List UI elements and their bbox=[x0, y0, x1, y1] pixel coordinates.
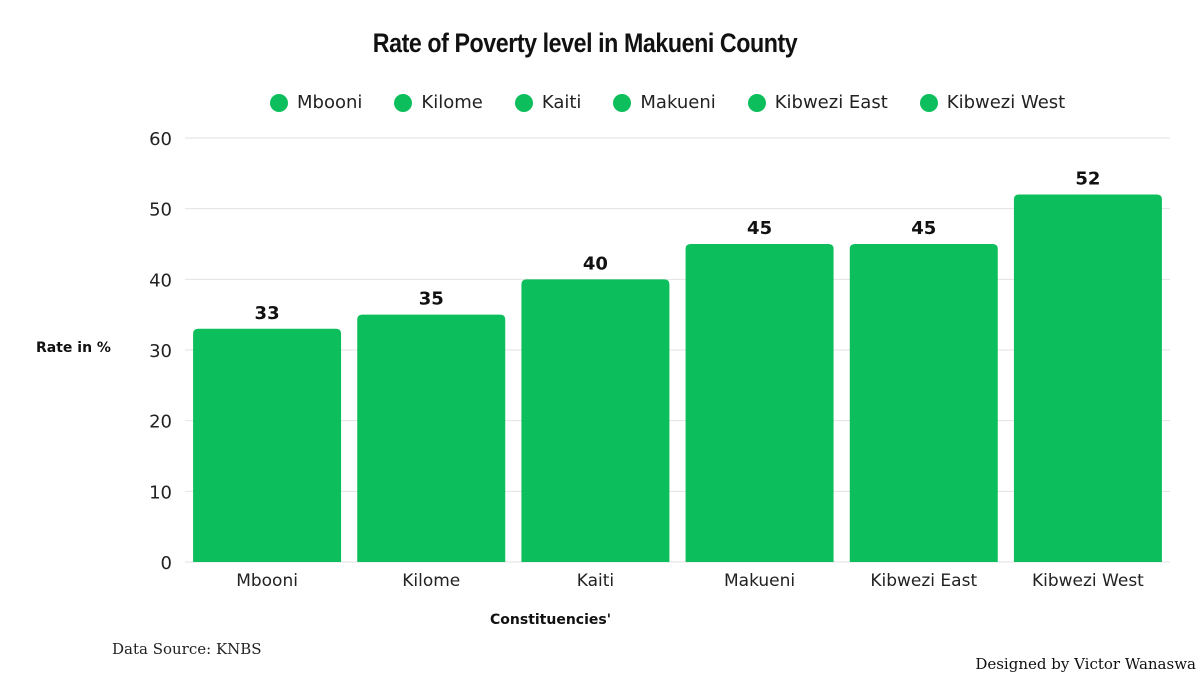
x-tick-label: Kibwezi West bbox=[1032, 571, 1144, 591]
y-tick-label: 60 bbox=[149, 129, 172, 150]
legend-item: Kaiti bbox=[514, 92, 582, 113]
designer-credit: Designed by Victor Wanaswa bbox=[975, 655, 1196, 673]
legend-swatch bbox=[919, 93, 938, 112]
legend-item: Kilome bbox=[394, 92, 483, 113]
legend-item: Mbooni bbox=[270, 92, 362, 113]
x-tick-label: Kibwezi East bbox=[870, 571, 977, 591]
bar bbox=[521, 279, 670, 562]
legend-swatch bbox=[613, 93, 632, 112]
legend-label: Kibwezi West bbox=[946, 92, 1066, 113]
data-source: Data Source: KNBS bbox=[112, 640, 262, 658]
legend-label: Kaiti bbox=[541, 92, 582, 113]
bar bbox=[357, 314, 506, 562]
y-tick-label: 20 bbox=[149, 412, 172, 433]
data-label: 35 bbox=[419, 289, 444, 310]
legend-item: Makueni bbox=[613, 92, 716, 113]
legend-label: Kibwezi East bbox=[774, 92, 888, 113]
legend: Mbooni Kilome Kaiti Makueni Kibwezi East Kibw… bbox=[270, 92, 1065, 113]
x-tick-label: Makueni bbox=[724, 571, 795, 591]
legend-swatch bbox=[394, 93, 413, 112]
legend-label: Makueni bbox=[640, 92, 716, 113]
y-tick-label: 40 bbox=[149, 270, 172, 291]
x-tick-label: Kaiti bbox=[577, 571, 614, 591]
data-label: 33 bbox=[255, 303, 280, 324]
y-tick-label: 10 bbox=[149, 482, 172, 503]
data-label: 45 bbox=[747, 218, 772, 239]
legend-swatch bbox=[270, 93, 288, 112]
y-tick-label: 0 bbox=[161, 553, 172, 574]
legend-label: Kilome bbox=[421, 92, 483, 113]
x-tick-label: Kilome bbox=[402, 571, 460, 591]
y-tick-label: 50 bbox=[149, 200, 172, 221]
data-label: 52 bbox=[1075, 169, 1100, 190]
bar bbox=[685, 244, 834, 562]
bar bbox=[849, 244, 998, 562]
bar bbox=[193, 328, 342, 562]
y-axis-label: Rate in % bbox=[36, 340, 111, 356]
bar bbox=[1013, 194, 1162, 563]
legend-item: Kibwezi West bbox=[919, 92, 1066, 113]
x-tick-label: Mbooni bbox=[236, 571, 298, 591]
legend-swatch bbox=[514, 93, 533, 112]
chart-title: Rate of Poverty level in Makueni County bbox=[372, 28, 798, 58]
data-label: 40 bbox=[583, 253, 608, 274]
legend-swatch bbox=[747, 93, 766, 112]
legend-item: Kibwezi East bbox=[747, 92, 888, 113]
y-tick-label: 30 bbox=[149, 341, 172, 362]
data-label: 45 bbox=[911, 218, 936, 239]
x-axis-label: Constituencies' bbox=[490, 612, 612, 628]
legend-label: Mbooni bbox=[297, 92, 363, 113]
